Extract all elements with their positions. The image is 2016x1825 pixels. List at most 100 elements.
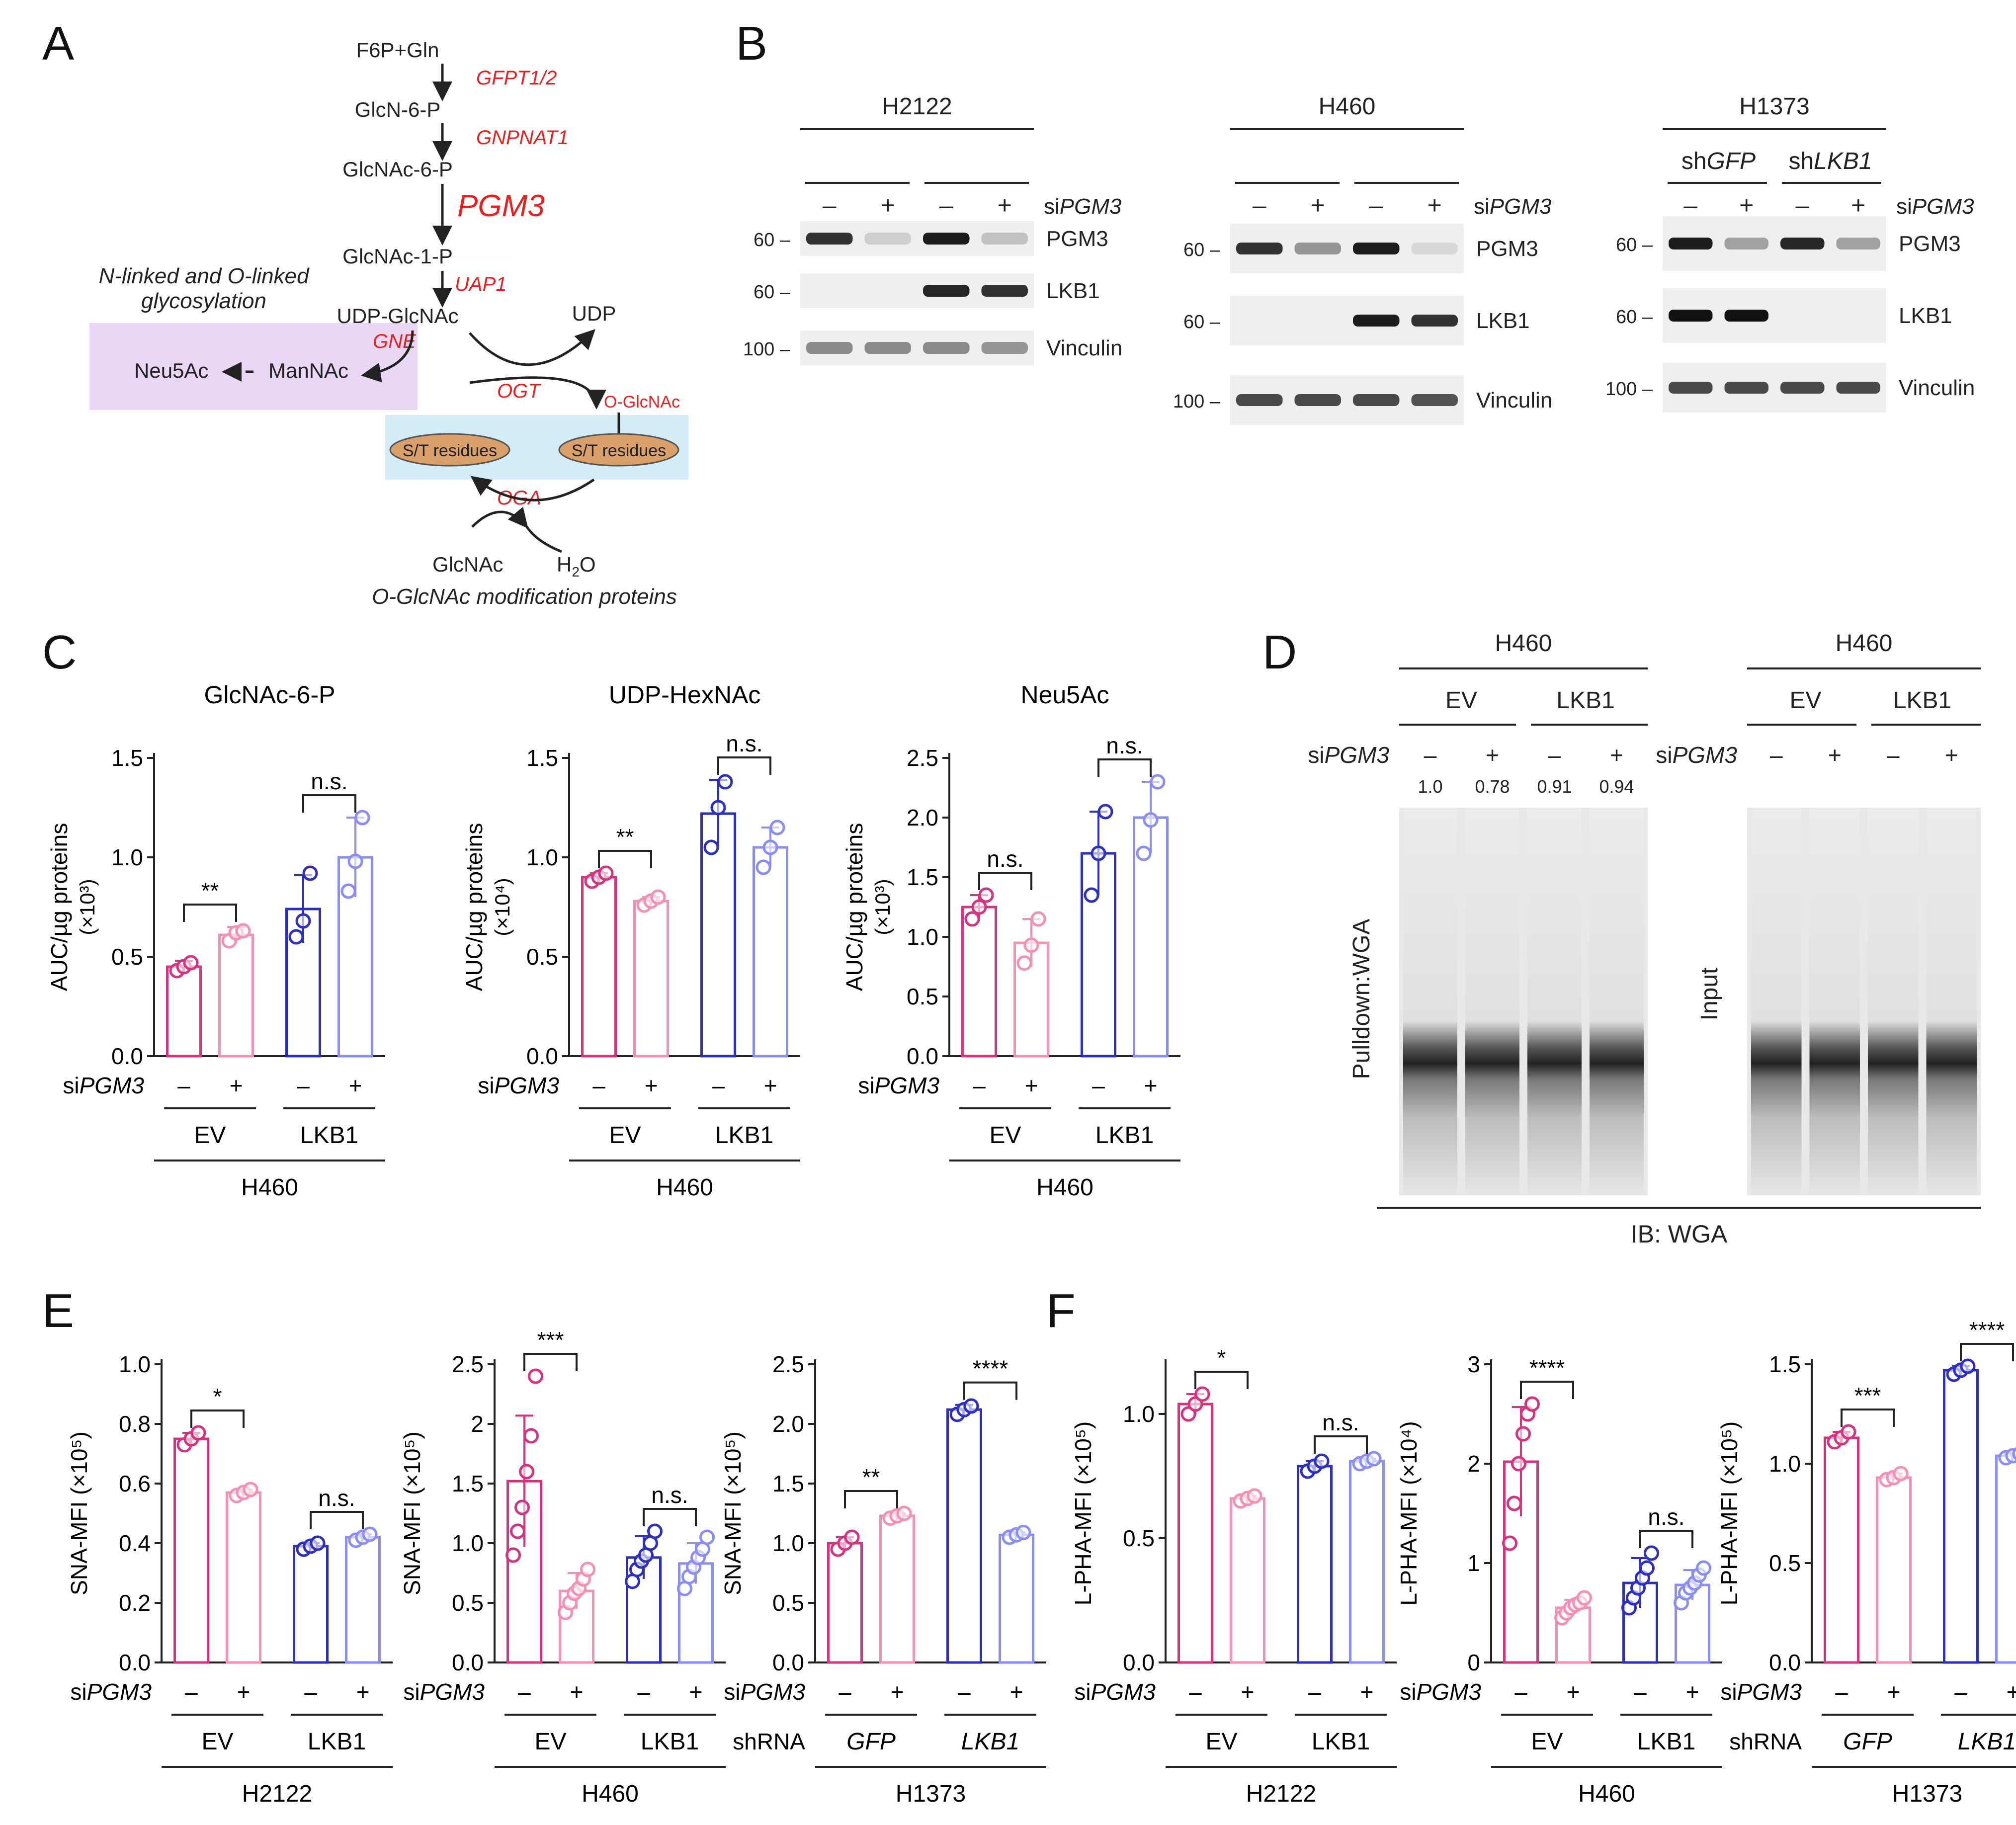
data-point [717, 774, 733, 790]
y-tick-label: 2.0 [907, 805, 938, 830]
blot-band [1411, 394, 1458, 406]
si-sign: – [185, 1679, 198, 1705]
si-sign: + [349, 1073, 362, 1098]
si-sign: – [1308, 1679, 1321, 1705]
sipgm3-sign: – [1253, 191, 1266, 219]
y-tick-label: 0.0 [1123, 1650, 1155, 1675]
cell-line-label: H460 [582, 1781, 639, 1807]
si-sign: – [1189, 1679, 1202, 1705]
significance-bracket [1841, 1409, 1895, 1427]
data-point [1696, 1560, 1711, 1576]
blot-mw-marker: 100 – [1605, 379, 1653, 400]
group-label: LKB1 [961, 1729, 1019, 1755]
pulldown-si-sign: – [1770, 742, 1783, 768]
si-sign: + [1360, 1679, 1374, 1705]
si-sign: – [592, 1073, 605, 1098]
data-point [1639, 1560, 1655, 1576]
gel-lane [1809, 808, 1860, 1195]
y-tick-label: 0.4 [119, 1530, 151, 1556]
data-point [964, 911, 980, 927]
y-axis-label: AUC/µg proteins [46, 823, 72, 991]
bar [1943, 1369, 1979, 1664]
y-tick-label: 0.6 [119, 1471, 151, 1496]
blot-band [1669, 238, 1713, 249]
data-point [1577, 1590, 1592, 1606]
chart-title: Neu5Ac [1021, 681, 1109, 709]
blot-row-label: Vinculin [1899, 376, 1975, 400]
blot-row-label: LKB1 [1899, 304, 1952, 328]
blot-band [981, 285, 1028, 297]
data-point [505, 1547, 521, 1563]
y-tick-label: 0.5 [452, 1590, 484, 1616]
blot-band [981, 342, 1028, 354]
wga-quantification: 0.78 [1475, 776, 1510, 797]
chart-E1: 0.0 0.2 0.4 0.6 0.8 1.0 SNA-MFI (×10⁵) * n.s. – + –… [66, 1351, 393, 1807]
bar [1297, 1465, 1333, 1664]
wga-pulldown-panel: H460 EV LKB1 – 1.0 +0.78 – 0.91 +0.94 siPGM3 H460 E… [1308, 630, 1981, 1248]
si-sign: + [1887, 1679, 1901, 1705]
y-tick-label: 2 [1467, 1451, 1480, 1477]
si-sign: + [689, 1679, 703, 1705]
y-tick-label: 0.8 [119, 1411, 151, 1437]
sipgm3-sign: + [1311, 191, 1325, 219]
si-sign: – [1954, 1679, 1967, 1705]
pulldown-si-sign: + [1610, 742, 1623, 768]
bar [1995, 1454, 2016, 1664]
y-axis-label: SNA-MFI (×10⁵) [720, 1431, 746, 1595]
sipgm3-label: siPGM3 [1896, 194, 1974, 219]
si-sign: + [1241, 1679, 1255, 1705]
bar [218, 933, 254, 1058]
significance-label: n.s. [311, 768, 347, 794]
glycosylation-line1: N-linked and O-linked [98, 264, 310, 288]
sipgm3-sign: + [998, 191, 1012, 219]
chart-title: UDP-HexNAc [609, 681, 761, 709]
y-tick-label: 0.5 [1769, 1550, 1801, 1576]
bar [946, 1408, 982, 1664]
blot-mw-marker: 100 – [1173, 391, 1221, 412]
y-tick-label: 0.5 [907, 984, 938, 1009]
blot-band [923, 342, 970, 354]
significance-bracket [1960, 1343, 2014, 1361]
data-point [1841, 1424, 1856, 1440]
pulldown-cell-title: H460 [1836, 630, 1893, 657]
blot-band [923, 285, 970, 297]
bar [1349, 1460, 1385, 1664]
chart-F1: 0.0 0.5 1.0 L-PHA-MFI (×10⁵) * n.s. – + – + siPGM3… [1070, 1345, 1397, 1807]
chart-F3: 0.00.51.01.5L-PHA-MFI (×10⁵)*******– + – +s… [1716, 1317, 2016, 1807]
blot-band [1836, 382, 1880, 394]
si-sign: – [1835, 1679, 1848, 1705]
data-point [703, 839, 719, 855]
si-sign: – [1634, 1679, 1647, 1705]
glcnac-label: GlcNAc [432, 553, 503, 576]
glcnac1p-label: GlcNAc-1-P [342, 245, 453, 268]
blot-band [1353, 394, 1400, 406]
blot-band [1669, 382, 1713, 394]
bar [226, 1491, 261, 1664]
significance-bracket [1097, 758, 1152, 777]
bar [999, 1533, 1034, 1664]
group-label: EV [609, 1122, 641, 1149]
y-tick-label: 2 [471, 1411, 484, 1437]
data-point [1091, 845, 1106, 861]
pulldown-group-ev: EV [1445, 687, 1477, 714]
blot-cell-title: H460 [1319, 93, 1376, 120]
blot-row-label: PGM3 [1899, 232, 1961, 256]
data-point [978, 887, 994, 903]
si-sign: + [1010, 1679, 1023, 1705]
data-point [514, 1499, 530, 1515]
data-point [1960, 1358, 1976, 1374]
udpglcnac-label: UDP-GlcNAc [336, 304, 458, 328]
group-label: LKB1 [715, 1122, 773, 1149]
gel-lane [1590, 808, 1644, 1195]
cell-line-label: H460 [1036, 1174, 1093, 1201]
chart-title: GlcNAc-6-P [204, 681, 336, 709]
y-tick-label: 0.5 [111, 944, 143, 970]
blot-band [981, 233, 1028, 245]
si-sign: – [958, 1679, 971, 1705]
data-point [310, 1535, 326, 1551]
glcnac6p-label: GlcNAc-6-P [342, 158, 453, 181]
data-point [896, 1505, 912, 1521]
significance-label: **** [1529, 1355, 1565, 1381]
panel-letters: A B C D E F [42, 17, 1297, 1337]
